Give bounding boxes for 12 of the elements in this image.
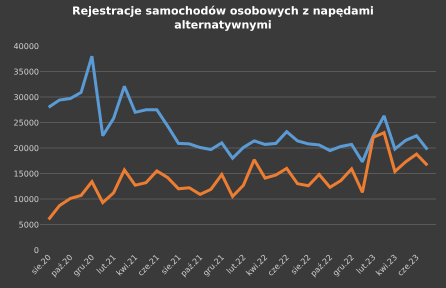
line-series (47, 54, 429, 164)
y-tick-label: 5000 (18, 220, 39, 230)
y-tick-label: 25000 (14, 118, 39, 128)
y-tick-label: 15000 (14, 169, 39, 178)
y-tick-label: 0 (34, 246, 39, 255)
y-tick-label: 10000 (14, 194, 39, 204)
chart-title: Rejestracje samochodów osobowych z napędami alternatywnymi (72, 4, 374, 32)
y-tick-label: 35000 (14, 67, 39, 76)
line-series (47, 131, 429, 221)
y-tick-label: 30000 (14, 92, 39, 102)
y-tick-label: 40000 (14, 42, 39, 51)
y-tick-label: 20000 (14, 144, 39, 153)
